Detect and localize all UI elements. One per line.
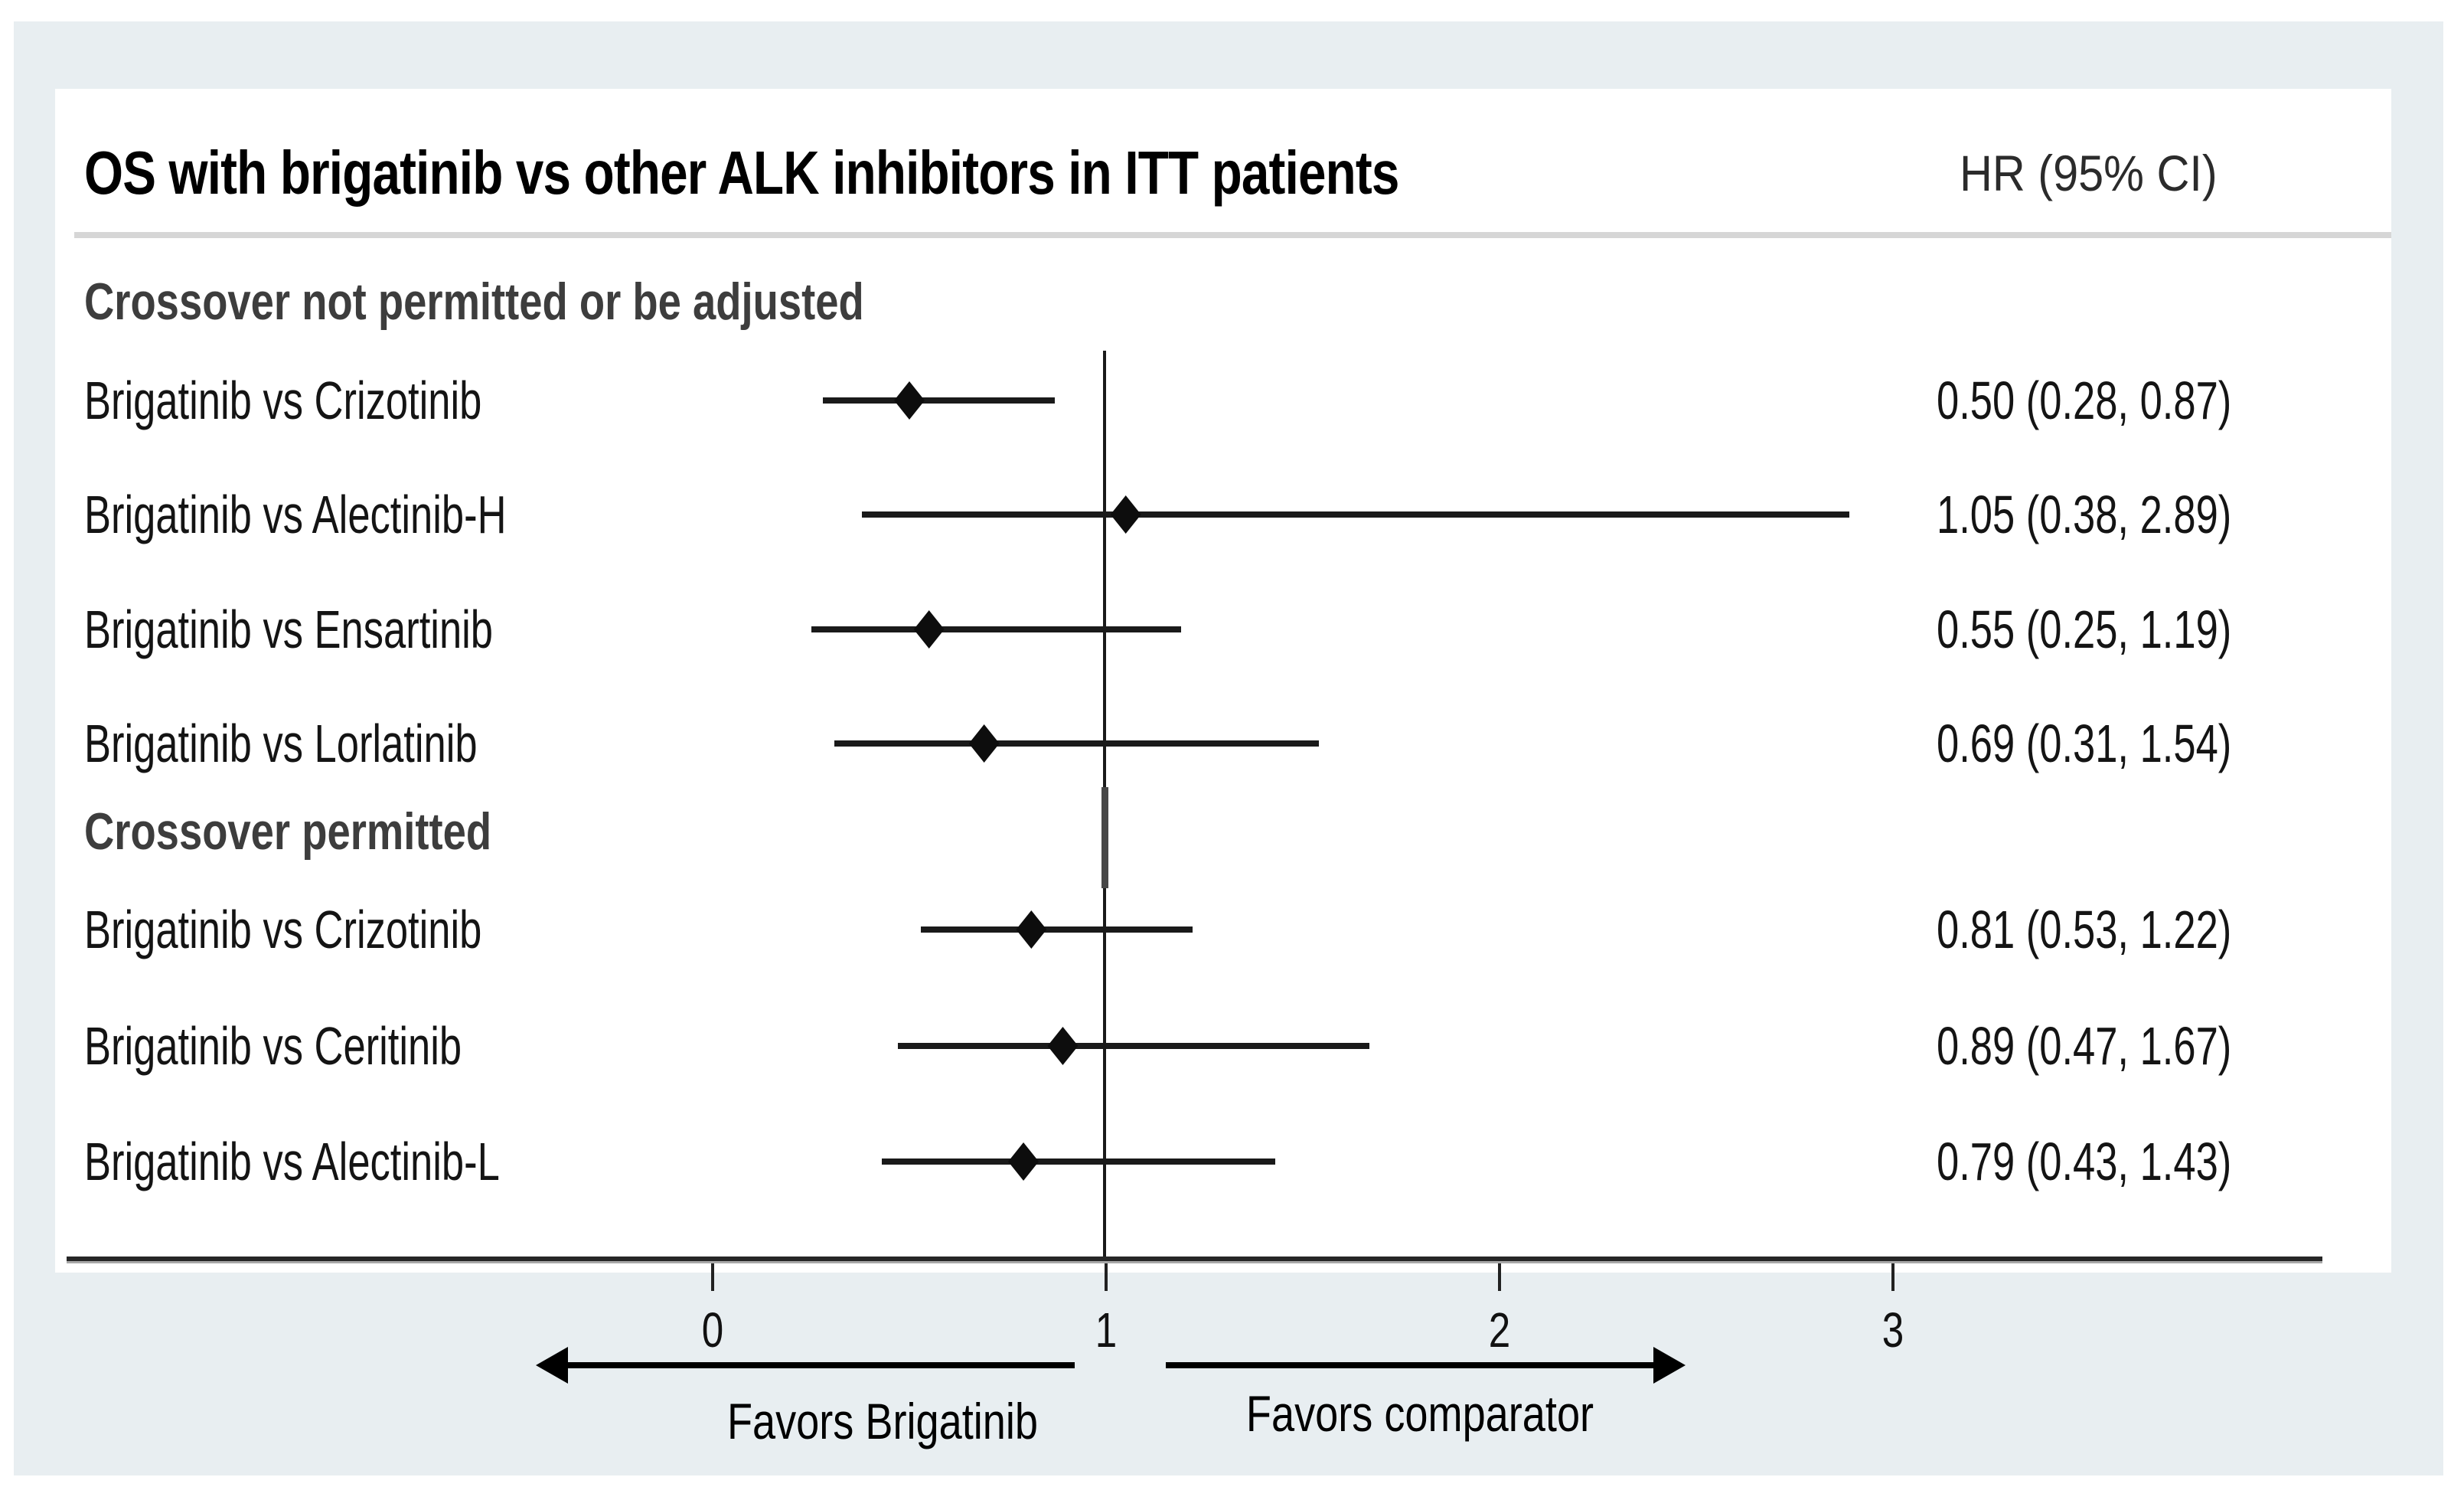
x-tick: [1105, 1263, 1108, 1291]
favors-comparator-label: Favors comparator: [1245, 1385, 1594, 1442]
ci-line: [921, 926, 1193, 933]
left-arrow-head-icon: [536, 1347, 568, 1384]
x-tick: [711, 1263, 714, 1291]
hr-value: 1.05 (0.38, 2.89): [1937, 485, 2232, 544]
hr-value: 0.55 (0.25, 1.19): [1937, 600, 2232, 659]
row-label: Brigatinib vs Ceritinib: [84, 1016, 462, 1076]
hr-column-header: HR (95% CI): [1960, 145, 2218, 201]
chart-panel: [55, 89, 2391, 1273]
reference-line-bold-segment: [1101, 787, 1108, 888]
hr-value: 0.81 (0.53, 1.22): [1937, 900, 2232, 959]
row-label: Brigatinib vs Crizotinib: [84, 371, 482, 430]
row-label: Brigatinib vs Ensartinib: [84, 600, 493, 659]
row-label: Brigatinib vs Crizotinib: [84, 900, 482, 959]
favors-brigatinib-label: Favors Brigatinib: [726, 1393, 1039, 1449]
left-arrow-shaft: [566, 1362, 1075, 1368]
ci-line: [822, 397, 1056, 404]
ci-line: [811, 626, 1181, 632]
x-tick-label: 3: [1881, 1302, 1904, 1358]
row-label: Brigatinib vs Alectinib-L: [84, 1132, 500, 1191]
ci-line: [862, 511, 1850, 518]
row-label: Brigatinib vs Lorlatinib: [84, 714, 478, 773]
right-arrow-shaft: [1166, 1362, 1653, 1368]
x-tick-label: 0: [701, 1302, 724, 1358]
row-label: Brigatinib vs Alectinib-H: [84, 485, 507, 544]
ci-line: [834, 740, 1319, 747]
chart-title: OS with brigatinib vs other ALK inhibito…: [84, 139, 1399, 207]
hr-value: 0.89 (0.47, 1.67): [1937, 1016, 2232, 1076]
section-header: Crossover not permitted or be adjusted: [84, 273, 864, 331]
x-axis-line: [67, 1257, 2322, 1263]
section-header: Crossover permitted: [84, 802, 492, 861]
hr-value: 0.50 (0.28, 0.87): [1937, 371, 2232, 430]
ci-line: [882, 1158, 1276, 1165]
x-tick-label: 2: [1488, 1302, 1511, 1358]
hr-value: 0.79 (0.43, 1.43): [1937, 1132, 2232, 1191]
x-tick: [1891, 1263, 1895, 1291]
hr-value: 0.69 (0.31, 1.54): [1937, 714, 2232, 773]
x-tick: [1498, 1263, 1501, 1291]
ci-line: [897, 1043, 1370, 1049]
right-arrow-head-icon: [1653, 1347, 1686, 1384]
x-tick-label: 1: [1095, 1302, 1118, 1358]
title-divider: [74, 232, 2391, 238]
